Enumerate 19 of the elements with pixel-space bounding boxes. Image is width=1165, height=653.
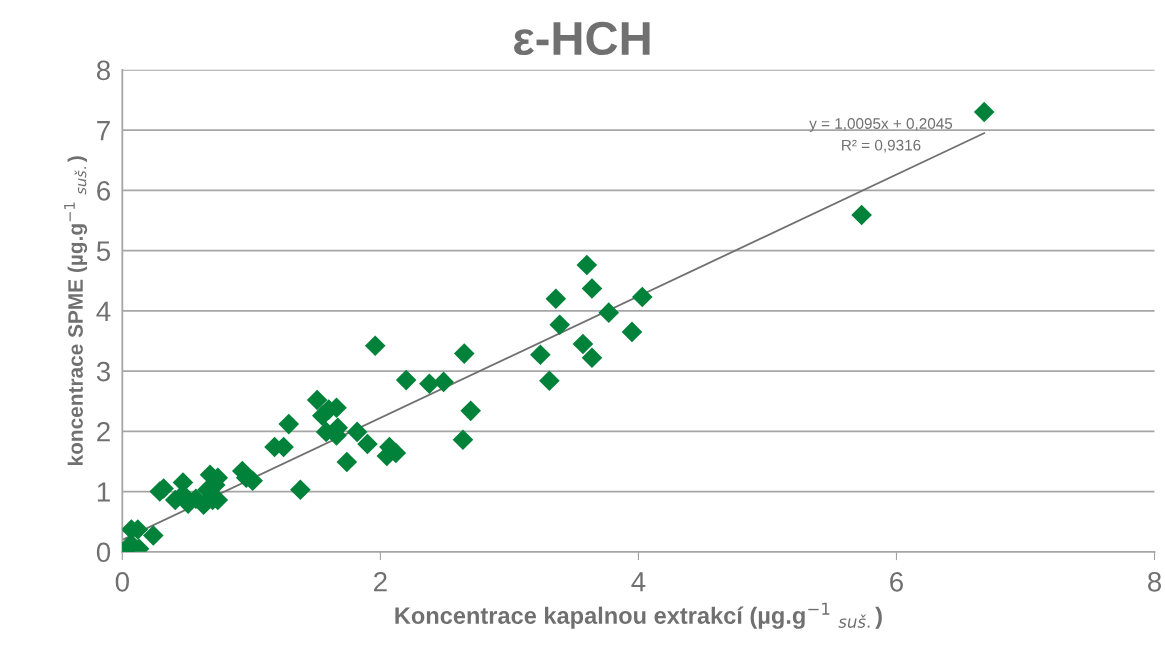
x-tick-label: 4 (631, 572, 646, 592)
x-axis-title: Koncentrace kapalnou extrakcí (µg.g$^{−1}$ $_{suš.}$) (395, 602, 882, 629)
x-tick-label: 2 (374, 571, 387, 592)
chart-title: ε-HCH (514, 21, 650, 56)
x-tick-label: 6 (890, 571, 903, 592)
x-tick-label: 0 (115, 571, 129, 592)
y-tick-label: 4 (96, 301, 111, 321)
y-tick-label: 3 (96, 361, 110, 382)
y-tick-label: 2 (97, 421, 110, 442)
y-tick-label: 1 (97, 482, 110, 502)
x-tick-label: 8 (1148, 571, 1162, 592)
y-tick-label: 0 (96, 542, 111, 563)
y-tick-label: 6 (97, 181, 110, 201)
annotation: y = 1,0095x + 0,2045 (809, 118, 953, 132)
y-tick-label: 7 (97, 121, 110, 141)
y-tick-label: 5 (96, 241, 111, 261)
annotation: R² = 0,9316 (842, 139, 921, 153)
y-tick-label: 8 (96, 60, 111, 81)
y-axis-title: koncentrace SPME (µg.g$^{−1}$ $_{suš.}$) (64, 156, 88, 465)
